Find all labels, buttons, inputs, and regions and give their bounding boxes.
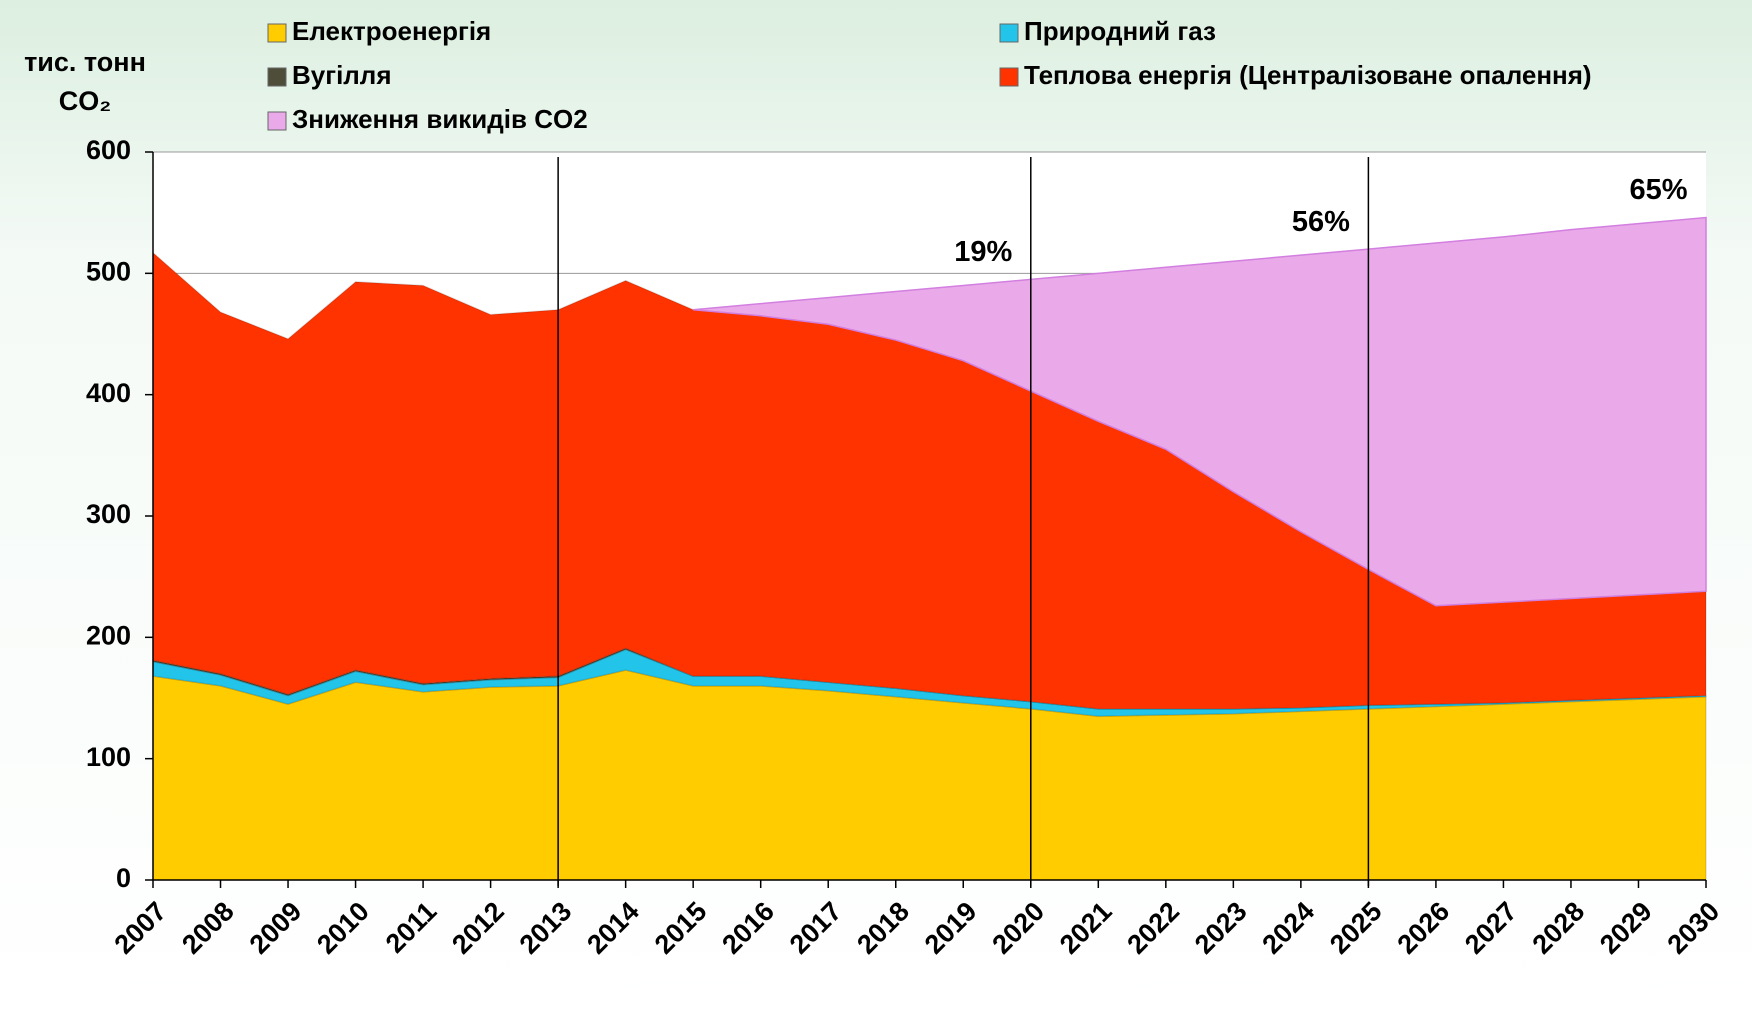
y-tick-label: 600 (86, 135, 131, 165)
annotation: 56% (1292, 206, 1350, 238)
y-tick-label: 100 (86, 742, 131, 772)
legend-label: Електроенергія (292, 16, 491, 46)
annotation: 19% (954, 236, 1012, 268)
y-axis-label: тис. тонн (24, 47, 146, 77)
y-tick-label: 500 (86, 256, 131, 286)
legend-label: Вугілля (292, 60, 392, 90)
legend-label: Зниження викидів CO2 (292, 104, 588, 134)
y-tick-label: 200 (86, 620, 131, 650)
legend-label: Природний газ (1024, 16, 1216, 46)
legend-swatch (267, 67, 287, 87)
legend-swatch (999, 67, 1019, 87)
y-axis-label: CO₂ (59, 86, 112, 116)
legend-label: Теплова енергія (Централізоване опалення… (1024, 60, 1592, 90)
y-tick-label: 400 (86, 378, 131, 408)
area (693, 216, 1707, 607)
legend-swatch (267, 23, 287, 43)
y-tick-label: 0 (116, 863, 131, 893)
legend-swatch (267, 111, 287, 131)
y-tick-label: 300 (86, 499, 131, 529)
legend-swatch (999, 23, 1019, 43)
annotation: 65% (1629, 174, 1687, 206)
